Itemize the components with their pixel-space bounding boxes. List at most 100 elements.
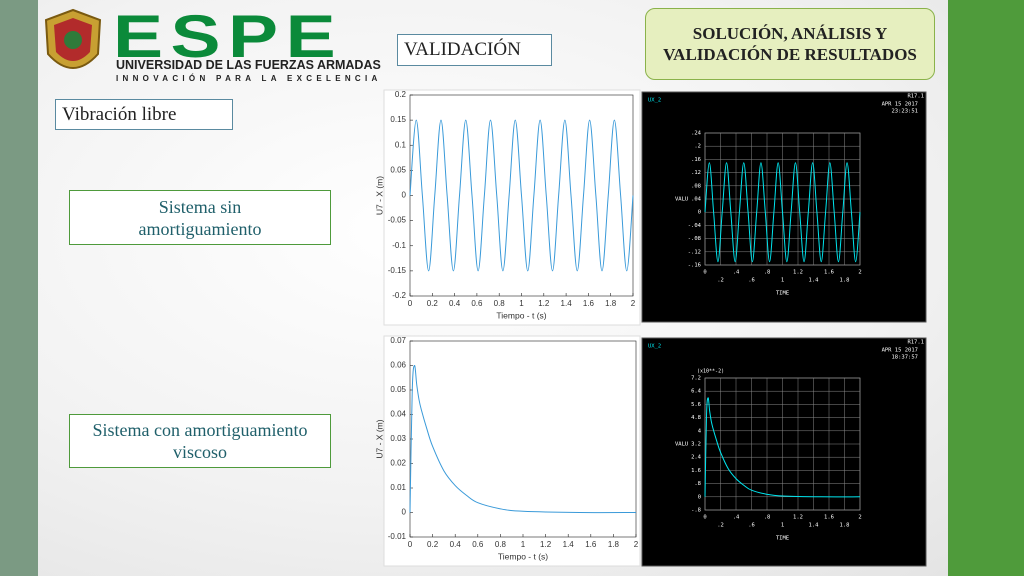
x-tick-label: .6 bbox=[748, 523, 755, 529]
y-axis-label: U7 - X (m) bbox=[374, 419, 384, 458]
x-axis-label: Tiempo - t (s) bbox=[496, 310, 546, 320]
x-tick-label: 1 bbox=[519, 299, 524, 308]
x-tick-label: 1.6 bbox=[824, 515, 834, 521]
y-tick-label: -0.1 bbox=[392, 241, 406, 250]
y-tick-label: -.04 bbox=[688, 223, 702, 229]
x-tick-label: 0.2 bbox=[427, 540, 439, 549]
y-tick-label: -.12 bbox=[688, 249, 701, 255]
x-tick-label: 0.8 bbox=[494, 299, 506, 308]
y-tick-label: 2.4 bbox=[691, 455, 702, 461]
y-tick-label: -0.15 bbox=[388, 266, 407, 275]
y-tick-label: 0.06 bbox=[390, 361, 406, 370]
case-box: Sistema sin amortiguamiento bbox=[69, 190, 331, 245]
chart-panel bbox=[641, 91, 927, 323]
subtitle: Vibración libre bbox=[62, 103, 177, 125]
y-tick-label: .12 bbox=[691, 170, 701, 176]
y-tick-label: 0.2 bbox=[395, 90, 407, 99]
y-tick-label: .08 bbox=[691, 183, 701, 189]
chart-panel bbox=[641, 337, 927, 567]
x-tick-label: 1.2 bbox=[538, 299, 550, 308]
x-tick-label: .2 bbox=[717, 523, 724, 529]
x-tick-label: 0.4 bbox=[450, 540, 462, 549]
y-tick-label: 0.15 bbox=[390, 115, 406, 124]
x-tick-label: 2 bbox=[631, 299, 636, 308]
x-tick-label: 0 bbox=[703, 515, 706, 521]
y-tick-label: 0 bbox=[402, 508, 407, 517]
y-tick-label: 0 bbox=[402, 191, 407, 200]
x-tick-label: 1.8 bbox=[605, 299, 617, 308]
x-tick-label: .6 bbox=[748, 278, 755, 284]
university: UNIVERSIDAD DE LAS FUERZAS ARMADAS bbox=[116, 58, 381, 72]
y-tick-label: 0.05 bbox=[390, 385, 406, 394]
x-tick-label: 1.2 bbox=[793, 270, 803, 276]
y-tick-label: 0.01 bbox=[390, 483, 406, 492]
x-tick-label: 1.6 bbox=[585, 540, 597, 549]
annotation: R17.1 bbox=[907, 340, 924, 346]
annotation: UX_2 bbox=[648, 98, 661, 104]
y-tick-label: .8 bbox=[694, 481, 701, 487]
x-tick-label: .2 bbox=[717, 278, 724, 284]
y-tick-label: .16 bbox=[691, 157, 701, 163]
x-tick-label: 1.8 bbox=[840, 278, 850, 284]
y-tick-label: .24 bbox=[691, 131, 702, 137]
x-tick-label: 1.8 bbox=[840, 523, 850, 529]
x-axis-label: TIME bbox=[776, 291, 789, 297]
y-tick-label: 0.04 bbox=[390, 410, 406, 419]
x-tick-label: .4 bbox=[733, 270, 740, 276]
data-line bbox=[704, 162, 861, 263]
x-tick-label: 1.2 bbox=[793, 515, 803, 521]
x-tick-label: 1 bbox=[781, 278, 784, 284]
y-tick-label: 0 bbox=[698, 494, 701, 500]
x-tick-label: 1.4 bbox=[809, 523, 820, 529]
y-tick-label: 3.2 bbox=[691, 442, 701, 448]
y-tick-label: -0.2 bbox=[392, 291, 406, 300]
case-label: Sistema sin amortiguamiento bbox=[138, 196, 262, 239]
chart-panel bbox=[383, 89, 641, 326]
y-tick-label: 0.07 bbox=[390, 336, 406, 345]
x-tick-label: 0.2 bbox=[427, 299, 439, 308]
y-tick-label: 4.8 bbox=[691, 415, 701, 421]
annotation: 23:23:51 bbox=[892, 109, 919, 115]
y-tick-label: 0.02 bbox=[390, 459, 406, 468]
x-tick-label: 1.2 bbox=[540, 540, 552, 549]
chart-panel bbox=[383, 335, 641, 567]
y-tick-label: 0.03 bbox=[390, 434, 406, 443]
x-tick-label: 1.8 bbox=[608, 540, 620, 549]
y-tick-label: 7.2 bbox=[691, 376, 701, 382]
x-tick-label: 1.4 bbox=[563, 540, 575, 549]
data-line bbox=[409, 364, 637, 514]
annotation: R17.1 bbox=[907, 94, 924, 100]
annotation: 18:37:57 bbox=[892, 355, 919, 361]
y-tick-label: 1.6 bbox=[691, 468, 701, 474]
y-axis-label: VALU bbox=[675, 442, 688, 448]
data-line bbox=[704, 397, 861, 498]
case-label: Sistema con amortiguamiento viscoso bbox=[92, 420, 308, 462]
y-tick-label: -.08 bbox=[688, 236, 701, 242]
x-tick-label: 1.4 bbox=[561, 299, 573, 308]
logo-shield bbox=[44, 8, 102, 69]
y-tick-label: 0.05 bbox=[390, 165, 406, 174]
y-tick-label: 0 bbox=[698, 210, 701, 216]
case-box: Sistema con amortiguamiento viscoso bbox=[69, 414, 331, 468]
data-line bbox=[409, 119, 634, 272]
x-tick-label: 1 bbox=[781, 523, 784, 529]
x-tick-label: .4 bbox=[733, 515, 740, 521]
y-tick-label: 5.6 bbox=[691, 402, 701, 408]
motto: INNOVACIÓN PARA LA EXCELENCIA bbox=[116, 74, 382, 83]
subtitle-box: Vibración libre bbox=[55, 99, 233, 130]
left-bar bbox=[0, 0, 38, 576]
x-tick-label: 0.6 bbox=[471, 299, 483, 308]
annotation: APR 15 2017 bbox=[882, 102, 918, 108]
y-axis-label: U7 - X (m) bbox=[374, 176, 384, 215]
x-tick-label: 0.6 bbox=[472, 540, 484, 549]
x-tick-label: 0.4 bbox=[449, 299, 461, 308]
y-tick-label: 0.1 bbox=[395, 140, 407, 149]
x-tick-label: 0 bbox=[703, 270, 706, 276]
x-tick-label: 2 bbox=[858, 515, 861, 521]
y-tick-label: .2 bbox=[694, 144, 701, 150]
logo-text: ESPE bbox=[113, 3, 344, 70]
y-tick-label: .04 bbox=[691, 197, 702, 203]
y-tick-label: -0.05 bbox=[388, 216, 407, 225]
x-axis-label: TIME bbox=[776, 536, 789, 542]
x-tick-label: .8 bbox=[764, 515, 771, 521]
